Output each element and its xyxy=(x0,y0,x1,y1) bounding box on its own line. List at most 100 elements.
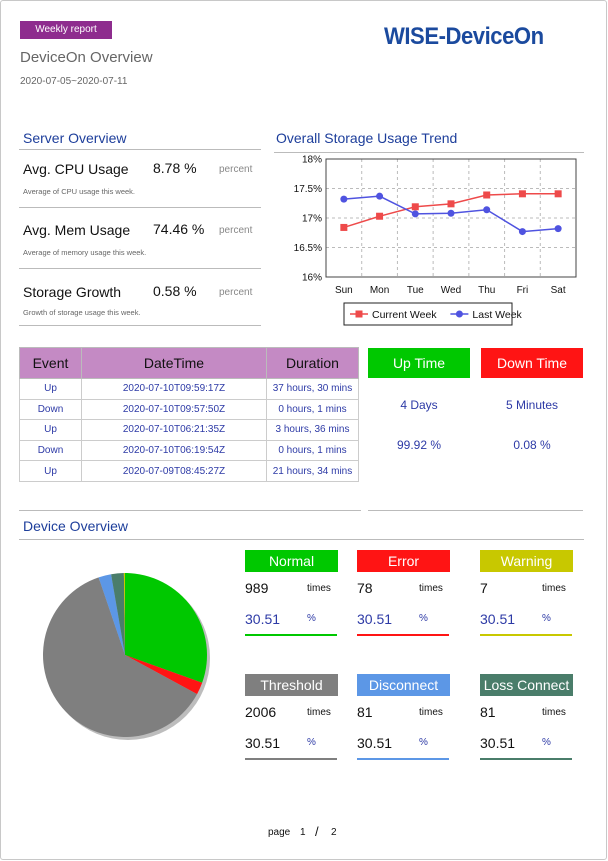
data-point xyxy=(447,200,455,208)
data-point xyxy=(518,190,526,198)
warning-percent-unit: % xyxy=(542,613,551,624)
y-tick-label: 16% xyxy=(302,273,322,284)
table-row: Down 2020-07-10T09:57:50Z 0 hours, 1 min… xyxy=(19,398,359,421)
warning-count-unit: times xyxy=(542,583,566,594)
duration-cell: 21 hours, 34 mins xyxy=(266,460,359,482)
storage-growth-description: Growth of storage usage this week. xyxy=(23,308,141,317)
x-tick-label: Sun xyxy=(335,285,353,296)
table-row: Up 2020-07-10T06:21:35Z 3 hours, 36 mins xyxy=(19,419,359,441)
data-point xyxy=(340,195,348,203)
loss-connect-count: 81 xyxy=(480,704,496,720)
y-tick-label: 18% xyxy=(302,155,322,166)
disconnect-percent-unit: % xyxy=(419,737,428,748)
error-count: 78 xyxy=(357,580,373,596)
data-point xyxy=(340,223,348,231)
disconnect-percent: 30.51 xyxy=(357,735,393,751)
normal-status-tile: Normal xyxy=(245,550,338,572)
plot-frame xyxy=(325,158,577,278)
y-tick-label: 17.5% xyxy=(294,184,322,195)
storage-growth-unit: percent xyxy=(219,287,253,298)
normal-underline xyxy=(245,634,337,636)
loss-connect-percent: 30.51 xyxy=(480,735,516,751)
error-status-tile: Error xyxy=(357,550,450,572)
legend-label: Last Week xyxy=(472,309,522,321)
legend-box xyxy=(343,302,513,326)
wise-deviceon-logo: WISE-DeviceOn xyxy=(384,23,544,50)
x-tick-label: Sat xyxy=(551,285,566,296)
divider xyxy=(368,510,583,511)
loss-connect-status-tile: Loss Connect xyxy=(480,674,573,696)
datetime-cell: 2020-07-09T08:45:27Z xyxy=(81,460,267,482)
server-overview-title: Server Overview xyxy=(23,130,127,146)
duration-cell: 37 hours, 30 mins xyxy=(266,378,359,400)
data-point xyxy=(518,228,526,236)
table-row: Down 2020-07-10T06:19:54Z 0 hours, 1 min… xyxy=(19,439,359,462)
mem-usage-description: Average of memory usage this week. xyxy=(23,248,147,257)
x-tick-label: Mon xyxy=(370,285,389,296)
disconnect-count: 81 xyxy=(357,704,373,720)
legend-marker xyxy=(355,310,363,318)
cpu-usage-unit: percent xyxy=(219,164,253,175)
error-percent: 30.51 xyxy=(357,611,393,627)
storage-growth-value: 0.58 % xyxy=(153,283,197,299)
divider xyxy=(19,207,261,208)
normal-percent: 30.51 xyxy=(245,611,281,627)
storage-growth-label: Storage Growth xyxy=(23,284,122,300)
normal-count: 989 xyxy=(245,580,269,596)
error-count-unit: times xyxy=(419,583,443,594)
pie-slice-threshold xyxy=(43,577,198,737)
mem-usage-value: 74.46 % xyxy=(153,221,205,237)
data-point xyxy=(554,225,562,233)
page-total: 2 xyxy=(331,827,337,838)
down-time-tile: Down Time xyxy=(481,348,583,378)
warning-status-tile: Warning xyxy=(480,550,573,572)
x-tick-label: Tue xyxy=(407,285,424,296)
warning-underline xyxy=(480,634,572,636)
data-point xyxy=(483,191,491,199)
divider xyxy=(19,539,584,540)
weekly-report-badge: Weekly report xyxy=(20,21,112,39)
divider xyxy=(19,325,261,326)
event-cell: Up xyxy=(19,378,82,400)
normal-count-unit: times xyxy=(307,583,331,594)
threshold-count: 2006 xyxy=(245,704,277,720)
threshold-count-unit: times xyxy=(307,707,331,718)
pie-slice-disconnect xyxy=(98,574,125,655)
page-title: DeviceOn Overview xyxy=(20,49,153,66)
device-status-pie-chart xyxy=(43,573,210,740)
down-time-percent: 0.08 % xyxy=(513,438,551,452)
datetime-cell: 2020-07-10T06:19:54Z xyxy=(81,439,267,462)
data-point xyxy=(411,210,419,218)
disconnect-count-unit: times xyxy=(419,707,443,718)
date-range: 2020-07-05~2020-07-11 xyxy=(20,76,128,87)
datetime-cell: 2020-07-10T06:21:35Z xyxy=(81,419,267,441)
table-row: Up 2020-07-09T08:45:27Z 21 hours, 34 min… xyxy=(19,460,359,482)
disconnect-status-tile: Disconnect xyxy=(357,674,450,696)
loss-connect-count-unit: times xyxy=(542,707,566,718)
loss-connect-underline xyxy=(480,758,572,760)
cpu-usage-description: Average of CPU usage this week. xyxy=(23,187,136,196)
up-time-percent: 99.92 % xyxy=(396,438,442,452)
disconnect-underline xyxy=(357,758,449,760)
threshold-status-tile: Threshold xyxy=(245,674,338,696)
events-table: Event DateTime Duration Up 2020-07-10T09… xyxy=(19,347,359,482)
mem-usage-unit: percent xyxy=(219,225,253,236)
page-current: 1 xyxy=(300,827,306,838)
storage-trend-title: Overall Storage Usage Trend xyxy=(276,130,458,146)
x-tick-label: Wed xyxy=(441,285,461,296)
duration-cell: 3 hours, 36 mins xyxy=(266,419,359,441)
duration-cell: 0 hours, 1 mins xyxy=(266,439,359,462)
x-tick-label: Fri xyxy=(517,285,529,296)
up-time-tile: Up Time xyxy=(368,348,470,378)
data-point xyxy=(376,212,384,220)
error-underline xyxy=(357,634,449,636)
threshold-percent-unit: % xyxy=(307,737,316,748)
error-percent-unit: % xyxy=(419,613,428,624)
data-point xyxy=(483,206,491,214)
loss-connect-percent-unit: % xyxy=(542,737,551,748)
pie-slice-loss-connect xyxy=(111,573,125,655)
data-point xyxy=(554,190,562,198)
warning-percent: 30.51 xyxy=(480,611,516,627)
divider xyxy=(19,268,261,269)
cpu-usage-value: 8.78 % xyxy=(153,160,197,176)
